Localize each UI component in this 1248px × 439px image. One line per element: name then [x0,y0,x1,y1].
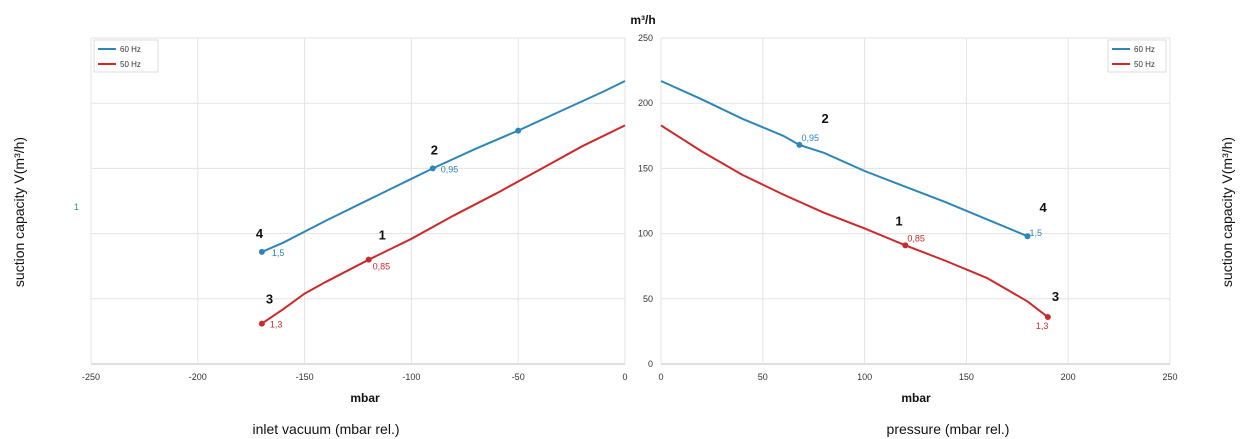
left-chart: -250 -200 -150 -100 -50 0 4 1,5 20,95 3 1,3 1 0,85 60… [82,37,628,382]
data-value-label: 0,85 [373,262,391,272]
y-tick-label: 0 [648,359,653,369]
legend-entry: 60 Hz [120,45,141,54]
y-tick-label: 100 [638,229,653,239]
legend-entry: 50 Hz [120,60,141,69]
data-point-marker [1044,314,1051,321]
y-tick-label: 150 [638,163,653,173]
x-tick-label: 100 [857,372,872,382]
operating-point-label: 3 [266,292,273,307]
data-value-label: 0,95 [801,133,819,143]
data-point-marker [1024,233,1031,240]
data-value-label: 1,5 [272,248,285,258]
data-value-label: 1,5 [1029,228,1042,238]
right-bottom-caption: pressure (mbar rel.) [887,421,1010,437]
x-tick-label: -50 [512,372,525,382]
data-point-marker [365,256,372,263]
data-value-label: 1,3 [270,320,283,330]
data-point-marker [515,127,522,134]
x-tick-label: -200 [189,372,207,382]
x-tick-label: 200 [1061,372,1076,382]
operating-point-label: 1 [379,228,386,243]
operating-point-label: 3 [1052,289,1059,304]
left-bottom-caption: inlet vacuum (mbar rel.) [252,421,399,437]
series-line-50hz [660,124,1049,318]
x-tick-label: -250 [82,372,100,382]
operating-point-label: 2 [821,111,828,126]
left-y-axis-label: suction capacity V(m³/h) [11,137,27,287]
left-x-axis-title: mbar [350,391,380,405]
x-tick-label: 0 [658,372,663,382]
left-stray-label: 1 [74,202,79,212]
y-tick-label: 200 [638,98,653,108]
data-value-label: 0,85 [907,233,925,243]
legend-entry: 60 Hz [1134,45,1155,54]
operating-point-label: 4 [256,226,264,241]
right-chart: 0 50 100 150 200 250 0 50 100 150 200 250 20,95 4 1,5 1… [638,33,1178,382]
x-tick-label: 0 [622,372,627,382]
right-chart-unit-title: m³/h [630,13,655,27]
y-tick-label: 250 [638,33,653,43]
x-tick-label: -100 [402,372,420,382]
data-value-label: 1,3 [1036,321,1049,331]
operating-point-label: 1 [895,213,902,228]
x-tick-label: -150 [296,372,314,382]
legend-box [1107,39,1167,73]
legend-entry: 50 Hz [1134,60,1155,69]
x-tick-label: 250 [1162,372,1177,382]
data-point-marker [258,320,265,327]
data-point-marker [429,165,436,172]
x-tick-label: 150 [959,372,974,382]
operating-point-label: 2 [431,142,438,157]
series-line-50hz [261,124,626,325]
legend-box [93,39,159,73]
series-line-60hz [660,80,1028,238]
data-point-marker [796,141,803,148]
data-point-marker [258,248,265,255]
data-point-marker [902,242,909,249]
data-value-label: 0,95 [441,164,459,174]
right-y-axis-label: suction capacity V(m³/h) [1219,137,1235,287]
x-tick-label: 50 [758,372,768,382]
operating-point-label: 4 [1039,200,1047,215]
y-tick-label: 50 [643,294,653,304]
right-x-axis-title: mbar [901,391,931,405]
